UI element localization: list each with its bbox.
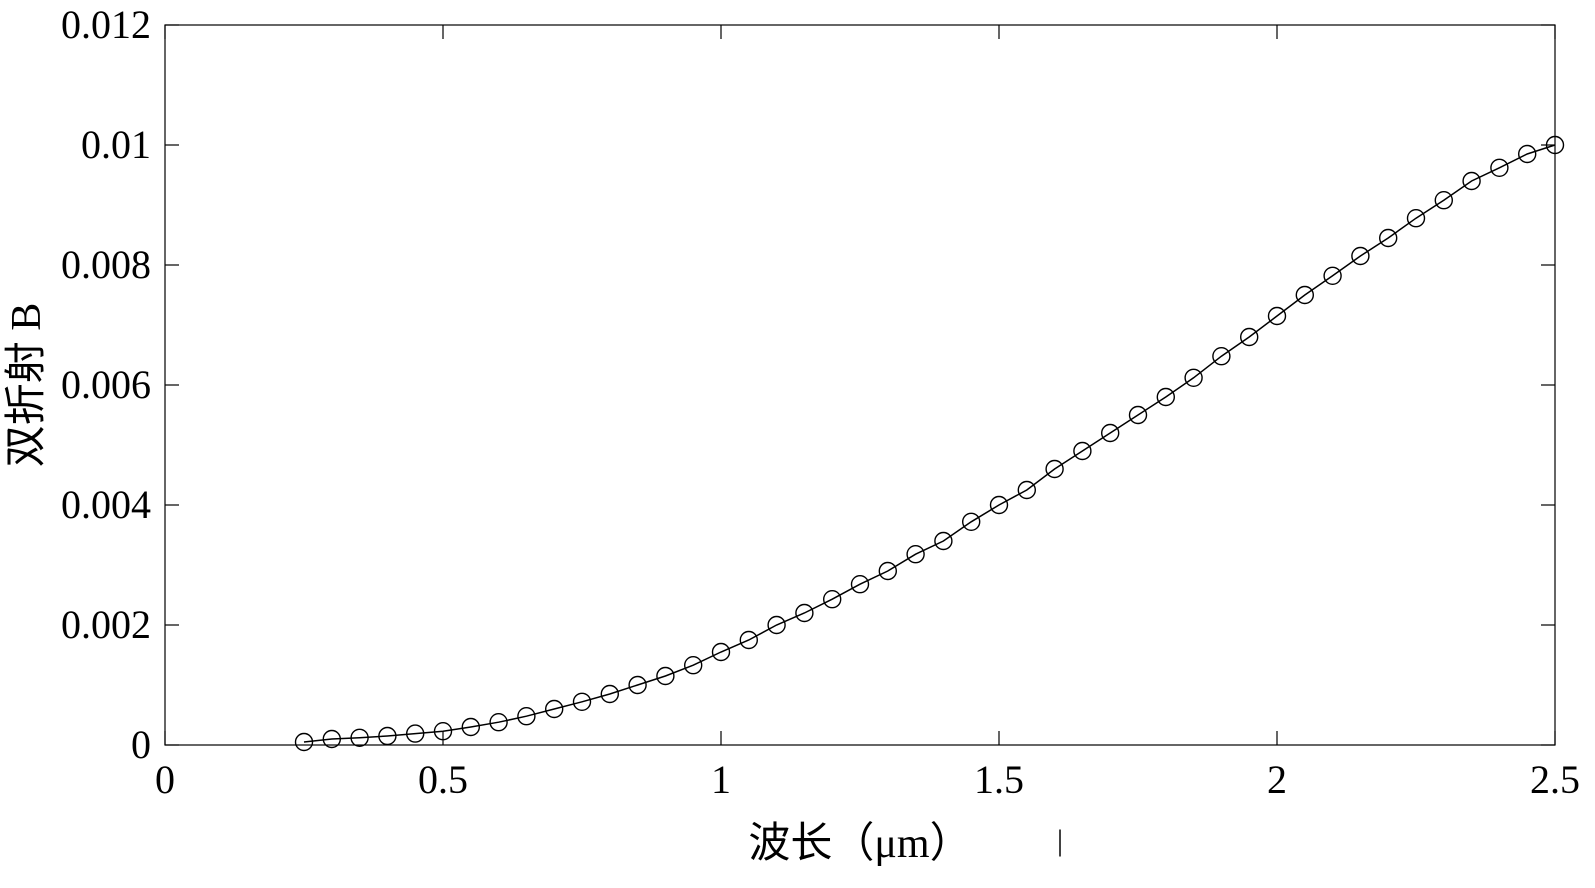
x-axis-label: 波长（μm） [748, 821, 971, 867]
x-tick-label: 1.5 [974, 757, 1024, 802]
x-tick-label: 2 [1267, 757, 1287, 802]
x-tick-label: 0 [155, 757, 175, 802]
birefringence-chart: 0 0.5 1 1.5 2 2.5 0 0.002 0.004 0.006 0.008 0.01 0.0… [0, 0, 1595, 888]
chart-container: 0 0.5 1 1.5 2 2.5 0 0.002 0.004 0.006 0.008 0.01 0.0… [0, 0, 1595, 888]
y-tick-label: 0.004 [61, 482, 151, 527]
x-tick-label: 0.5 [418, 757, 468, 802]
y-tick-label: 0.006 [61, 362, 151, 407]
y-tick-label: 0.01 [81, 122, 151, 167]
x-tick-label: 1 [711, 757, 731, 802]
y-tick-label: 0.008 [61, 242, 151, 287]
y-tick-label: 0.012 [61, 2, 151, 47]
x-tick-label: 2.5 [1530, 757, 1580, 802]
y-axis-label: 双折射 B [4, 303, 50, 468]
y-tick-label: 0.002 [61, 602, 151, 647]
y-tick-label: 0 [131, 722, 151, 767]
stray-mark: | [1057, 824, 1063, 857]
